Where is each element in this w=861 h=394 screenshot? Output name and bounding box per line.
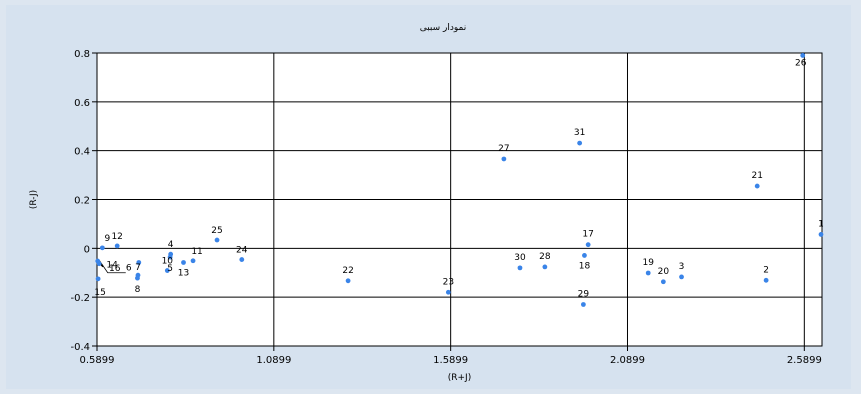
- data-label-23: 23: [443, 277, 454, 287]
- data-label-1: 1: [818, 219, 824, 229]
- data-label-2: 2: [763, 265, 769, 275]
- data-point-5: [167, 254, 173, 260]
- data-point-15: [95, 276, 101, 282]
- data-label-21: 21: [751, 171, 762, 181]
- x-tick-label: 1.5899: [433, 355, 468, 366]
- data-points: [95, 53, 824, 307]
- x-axis-title: (R+J): [448, 373, 471, 383]
- data-point-31: [577, 140, 583, 146]
- data-point-9: [99, 245, 105, 251]
- y-tick-label: -0.4: [70, 342, 90, 353]
- data-label-20: 20: [658, 267, 670, 277]
- data-point-22: [345, 278, 351, 284]
- data-label-7: 7: [135, 263, 141, 273]
- y-tick-label: 0.4: [74, 147, 90, 158]
- data-label-3: 3: [679, 262, 685, 272]
- data-label-13: 13: [178, 268, 189, 278]
- data-point-19: [645, 270, 651, 276]
- data-label-14: 14: [106, 261, 118, 271]
- data-point-29: [580, 302, 586, 307]
- grid-lines: [96, 52, 822, 347]
- data-label-11: 11: [191, 247, 202, 257]
- data-label-25: 25: [211, 226, 222, 236]
- data-label-28: 28: [539, 252, 551, 262]
- y-tick-label: 0.2: [74, 196, 90, 207]
- x-tick-label: 0.5899: [80, 355, 115, 366]
- data-point-1: [818, 232, 824, 237]
- data-point-16: [95, 258, 101, 264]
- data-point-21: [754, 183, 760, 189]
- data-label-17: 17: [582, 230, 593, 240]
- scatter-chart: نمودار سببی -0.4 -0.2 0 0.2 0.4 0.6 0.8 0.5899 1…: [29, 23, 824, 383]
- data-label-29: 29: [578, 289, 590, 299]
- chart-title: نمودار سببی: [420, 23, 467, 33]
- y-tick-label: -0.2: [70, 293, 90, 304]
- axis-ticks: -0.4 -0.2 0 0.2 0.4 0.6 0.8 0.5899 1.0899 1.5899 2…: [70, 49, 821, 366]
- data-label-8: 8: [135, 285, 141, 295]
- data-label-24: 24: [236, 246, 248, 256]
- data-point-6: [136, 260, 142, 265]
- data-label-31: 31: [574, 128, 585, 138]
- data-point-2: [763, 277, 769, 283]
- data-point-3: [679, 274, 684, 280]
- data-point-23: [445, 289, 451, 295]
- data-label-22: 22: [342, 266, 353, 276]
- data-point-8: [135, 275, 140, 281]
- data-point-24: [239, 257, 245, 262]
- y-tick-label: 0.8: [74, 49, 90, 60]
- data-label-19: 19: [642, 258, 654, 268]
- data-label-12: 12: [111, 232, 122, 242]
- data-point-25: [214, 237, 220, 243]
- y-tick-label: 0.6: [74, 98, 90, 109]
- data-label-15: 15: [94, 288, 105, 298]
- data-point-27: [501, 156, 507, 162]
- data-point-20: [660, 279, 666, 285]
- data-point-28: [542, 264, 548, 270]
- data-point-11: [190, 258, 196, 264]
- data-label-18: 18: [579, 261, 591, 271]
- data-label-4: 4: [168, 240, 174, 250]
- data-label-9: 9: [104, 234, 110, 244]
- data-point-26: [800, 53, 806, 58]
- data-point-12: [114, 243, 120, 249]
- data-label-6: 6: [126, 263, 132, 273]
- x-tick-label: 2.0899: [610, 355, 645, 366]
- x-tick-label: 2.5899: [787, 355, 822, 366]
- data-point-10: [164, 268, 170, 273]
- data-label-27: 27: [498, 144, 509, 154]
- data-label-5: 5: [167, 264, 173, 274]
- y-axis-title: (R-J): [29, 190, 39, 209]
- data-label-30: 30: [514, 253, 526, 263]
- y-tick-label: 0: [84, 244, 90, 255]
- data-label-26: 26: [795, 58, 807, 68]
- data-point-17: [585, 242, 591, 248]
- data-label-10: 10: [162, 257, 174, 267]
- chart-area: نمودار سببی -0.4 -0.2 0 0.2 0.4 0.6 0.8 0.5899 1…: [6, 5, 851, 389]
- x-tick-label: 1.0899: [256, 355, 291, 366]
- data-point-13: [181, 260, 186, 265]
- data-label-16: 16: [109, 264, 121, 274]
- data-point-18: [582, 253, 587, 258]
- data-point-30: [517, 265, 523, 271]
